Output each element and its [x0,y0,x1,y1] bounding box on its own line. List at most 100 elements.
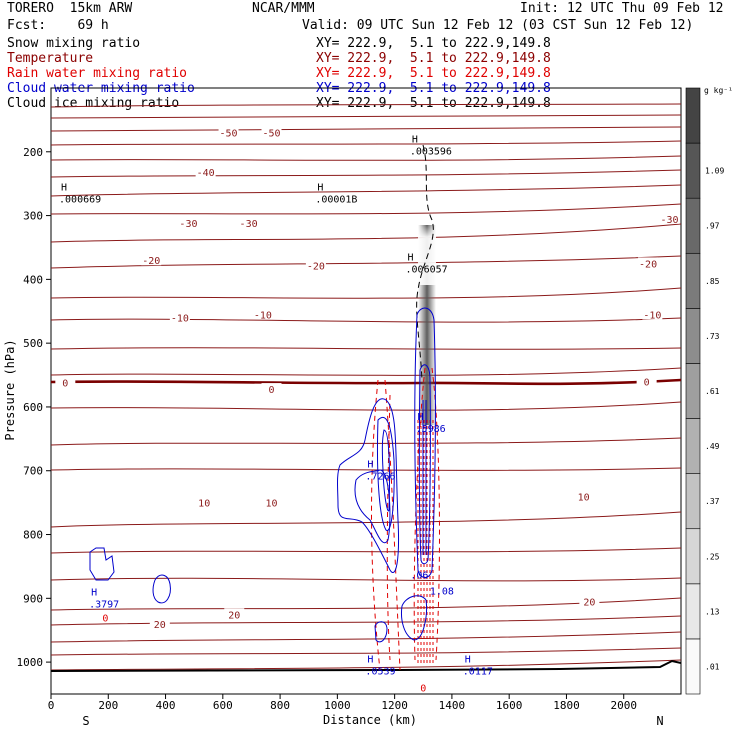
maximum-marker: H [465,654,471,665]
y-axis-title: Pressure (hPa) [3,339,17,440]
colorbar-tick-label: .25 [705,552,720,561]
valid-time: Valid: 09 UTC Sun 12 Feb 12 (03 CST Sun … [302,18,694,33]
temperature-label-bg [261,126,282,138]
x-tick-label: 1400 [439,699,466,712]
temperature-label: -20 [639,259,657,270]
colorbar-bin [685,87,701,144]
temperature-label-bg [141,254,162,266]
maximum-value: .0117 [463,666,493,677]
colorbar-tick-label: .13 [705,607,720,616]
temperature-label-bg [149,617,170,629]
x-tick-label: 200 [98,699,118,712]
maximum-marker: H [408,252,414,263]
maximum-value: .7266 [365,472,395,483]
y-tick-label: 700 [23,465,43,478]
colorbar-tick-label: .49 [705,442,720,451]
maximum-value: .0539 [365,666,395,677]
temperature-label-bg [305,259,326,271]
temperature-label: 10 [578,492,590,503]
field-name-cloud-ice: Cloud ice mixing ratio [7,96,180,111]
colorbar-bin [685,638,701,695]
temperature-label: 10 [198,499,210,510]
temperature-label-bg [194,496,215,508]
org-label: NCAR/MMM [252,1,315,16]
colorbar-bin [685,528,701,585]
north-label: N [656,714,663,728]
temperature-label: -20 [142,256,160,267]
rain-label: 0 [102,613,108,624]
temperature-label: 10 [265,499,277,510]
temperature-label: -20 [307,261,325,272]
maximum-value: .3797 [89,599,119,610]
temperature-label-bg [195,166,216,178]
temperature-label-bg [579,595,600,607]
temperature-label-bg [659,212,680,224]
y-tick-label: 900 [23,592,43,605]
temperature-label-bg [55,376,76,388]
temperature-label: 20 [583,598,595,609]
colorbar-bin [685,363,701,419]
field-xy-snow: XY= 222.9, 5.1 to 222.9,149.8 [316,36,551,51]
maximum-value: .006057 [406,264,448,275]
rain-contours [371,367,440,671]
colorbar-tick-label: 1.09 [705,167,724,176]
field-xy-rain: XY= 222.9, 5.1 to 222.9,149.8 [316,66,551,81]
temperature-label: -10 [171,314,189,325]
terrain-line [51,659,681,672]
temperature-label-bg [573,490,594,502]
colorbar: .01 .13 .25 .37 .49 .61 .73 .85 .97 1.09 [685,87,724,695]
field-name-temperature: Temperature [7,51,94,66]
maximum-marker: H [91,587,97,598]
cloud-water-contours [89,307,436,643]
y-tick-label: 300 [23,210,43,223]
temperature-label: 0 [62,379,68,390]
field-name-rain: Rain water mixing ratio [7,66,188,81]
x-tick-label: 600 [213,699,233,712]
colorbar-bin [685,197,701,254]
temperature-label-bg [224,608,245,620]
temperature-label: 0 [644,377,650,388]
temperature-label: -10 [254,310,272,321]
snow-shading-fade [418,225,436,285]
colorbar-tick-label: .01 [705,662,720,671]
temperature-label: -30 [179,219,197,230]
temperature-label-bg [238,217,259,229]
y-tick-label: 800 [23,529,43,542]
y-axis: 200 300 400 500 600 700 800 900 1000 [17,146,51,669]
y-tick-label: 500 [23,337,43,350]
temperature-labels: -50 -50 -40 -30 -30 -30 -20 -20 -20 -10 -10 -10 0 0 0 1… [55,126,680,631]
field-name-snow: Snow mixing ratio [7,36,141,51]
isotherms [51,103,681,671]
colorbar-bin [685,418,701,474]
temperature-label-bg [636,375,657,387]
x-tick-label: 1600 [496,699,523,712]
x-tick-label: 400 [156,699,176,712]
temperature-label: -40 [197,168,215,179]
maximum-marker: H [367,460,373,471]
init-time: Init: 12 UTC Thu 09 Feb 12 [520,1,724,16]
x-tick-label: 2000 [610,699,637,712]
x-axis-title: Distance (km) [323,713,417,727]
y-tick-label: 200 [23,146,43,159]
model-title: TORERO 15km ARW [7,1,133,16]
temperature-label: -50 [220,129,238,140]
maximum-marker: H [61,182,67,193]
temperature-label: 0 [268,385,274,396]
colorbar-tick-label: .73 [705,332,720,341]
temperature-label-bg [252,308,273,320]
colorbar-units: g kg⁻¹ [704,86,733,95]
x-tick-label: 800 [270,699,290,712]
temperature-label: -30 [240,219,258,230]
x-tick-label: 0 [48,699,55,712]
colorbar-bin [685,473,701,530]
temperature-label: -10 [643,310,661,321]
temperature-label: -50 [262,129,280,140]
rain-labels: 00 [102,613,426,694]
colorbar-bin [685,142,701,199]
maximum-marker: H [367,654,373,665]
y-tick-label: 600 [23,401,43,414]
temperature-label-bg [261,383,282,395]
colorbar-bin [685,583,701,640]
temperature-label-bg [642,308,663,320]
